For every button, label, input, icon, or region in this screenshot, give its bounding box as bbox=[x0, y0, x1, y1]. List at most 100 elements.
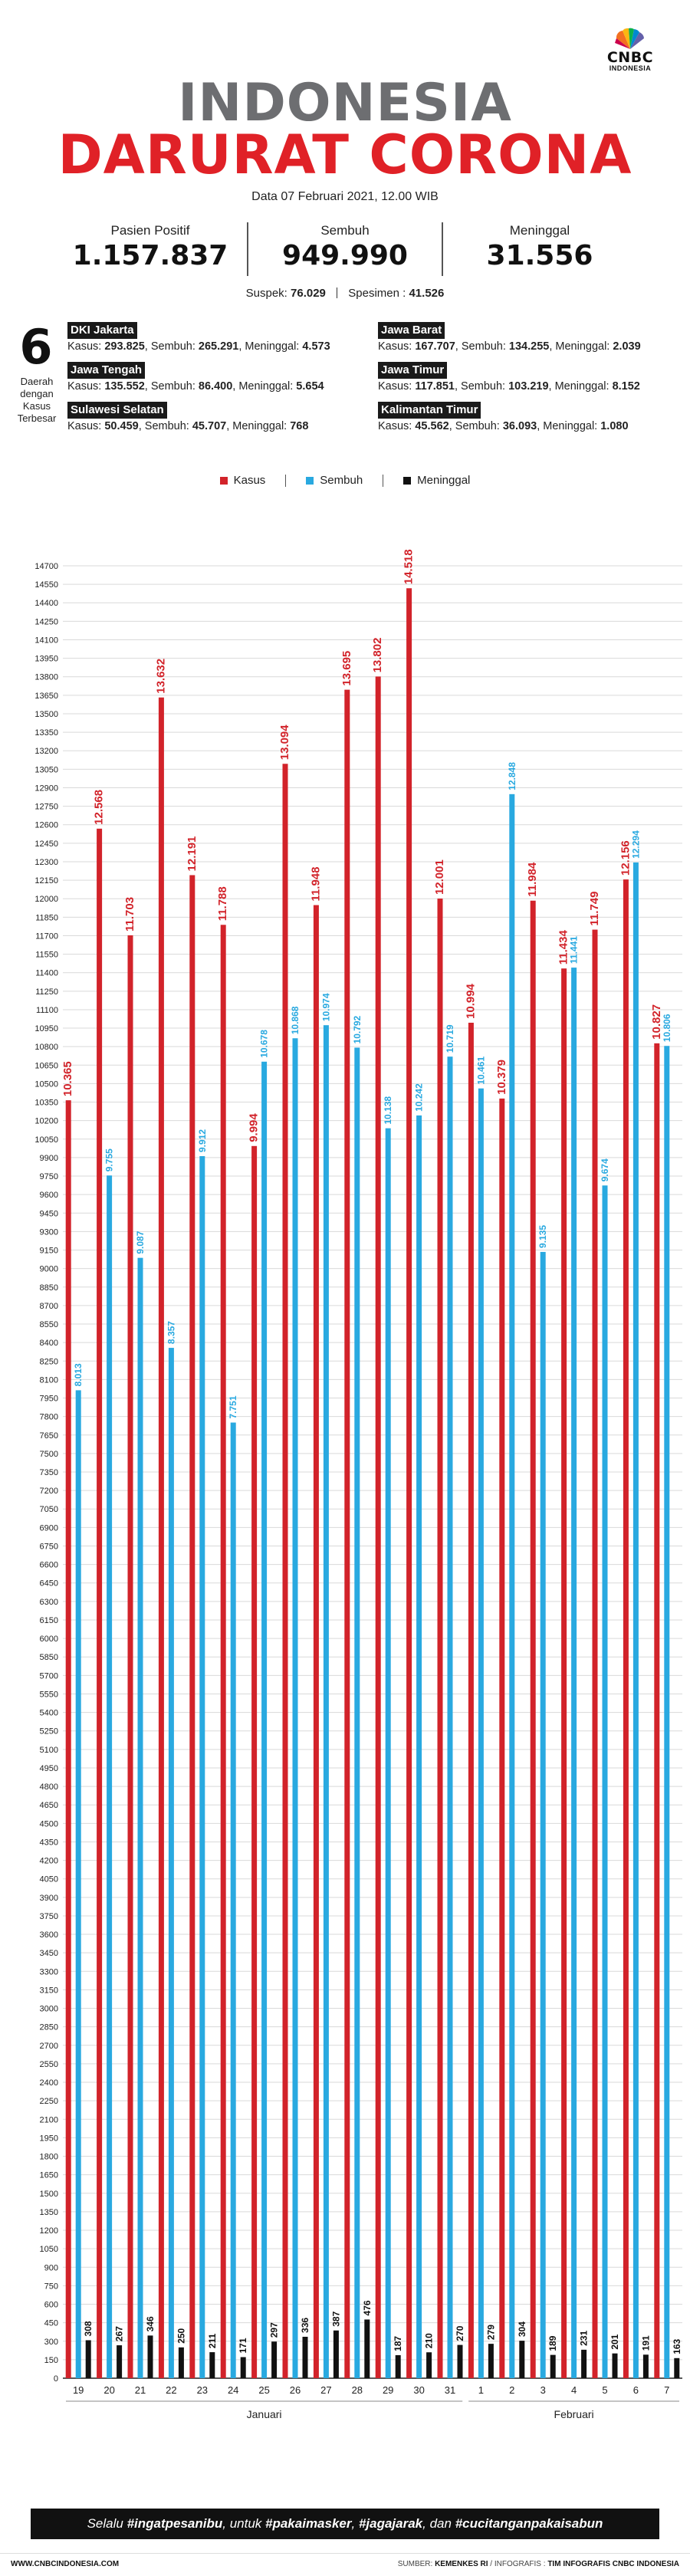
website-link[interactable]: WWW.CNBCINDONESIA.COM bbox=[11, 2560, 120, 2568]
data-label-sembuh: 8.357 bbox=[166, 1321, 176, 1344]
daily-cases-chart: 0 150 300 450 600 750 900 1050 1200 1350 1500 1650 1… bbox=[34, 549, 682, 2420]
data-label-meninggal: 187 bbox=[393, 2336, 403, 2351]
x-tick-label: 20 bbox=[104, 2384, 114, 2396]
y-tick-label: 13800 bbox=[34, 673, 58, 682]
y-tick-label: 7650 bbox=[40, 1431, 58, 1441]
bar-meninggal bbox=[85, 2340, 91, 2378]
data-label-meninggal: 267 bbox=[114, 2326, 125, 2341]
region-value: 36.093 bbox=[502, 420, 537, 432]
data-label-sembuh: 10.868 bbox=[290, 1006, 301, 1034]
bar-kasus bbox=[375, 676, 381, 2378]
legend-label: Sembuh bbox=[320, 474, 363, 487]
y-tick-label: 12900 bbox=[34, 784, 58, 793]
x-tick-label: 21 bbox=[135, 2384, 146, 2396]
region-label: , Sembuh: bbox=[454, 380, 509, 393]
data-label-kasus: 13.094 bbox=[278, 724, 291, 761]
y-tick-label: 450 bbox=[44, 2319, 58, 2328]
data-label-meninggal: 250 bbox=[176, 2328, 186, 2343]
region-item: DKI Jakarta Kasus: 293.825, Sembuh: 265.2… bbox=[67, 322, 374, 354]
data-label-meninggal: 210 bbox=[424, 2333, 435, 2348]
x-tick-label: 22 bbox=[166, 2384, 176, 2396]
data-label-meninggal: 304 bbox=[517, 2321, 527, 2337]
region-name: Kalimantan Timur bbox=[378, 402, 481, 419]
region-value: 5.654 bbox=[296, 380, 324, 393]
stats-row: Pasien Positif 1.157.837 Sembuh 949.990 … bbox=[54, 222, 636, 276]
y-tick-label: 2850 bbox=[40, 2023, 58, 2032]
bar-sembuh bbox=[385, 1128, 391, 2378]
caption-line: Daerah bbox=[20, 376, 54, 387]
y-tick-label: 10800 bbox=[34, 1043, 58, 1052]
bar-kasus bbox=[654, 1043, 660, 2378]
x-tick-label: 31 bbox=[445, 2384, 455, 2396]
legend-item-meninggal: Meninggal bbox=[403, 474, 470, 487]
legend-label: Meninggal bbox=[417, 474, 471, 487]
y-tick-label: 2100 bbox=[40, 2115, 58, 2124]
bar-sembuh bbox=[199, 1155, 205, 2378]
y-tick-label: 3150 bbox=[40, 1986, 58, 1995]
bar-sembuh bbox=[602, 1185, 608, 2378]
quote-text: , dan bbox=[422, 2516, 455, 2531]
bar-meninggal bbox=[581, 2349, 587, 2378]
region-name: DKI Jakarta bbox=[67, 322, 137, 339]
y-tick-label: 4500 bbox=[40, 1819, 58, 1829]
region-detail: Kasus: 293.825, Sembuh: 265.291, Meningg… bbox=[67, 339, 374, 354]
data-label-meninggal: 231 bbox=[579, 2331, 590, 2346]
y-tick-label: 8250 bbox=[40, 1357, 58, 1366]
y-tick-label: 5250 bbox=[40, 1727, 58, 1737]
x-tick-label: 3 bbox=[540, 2384, 546, 2396]
y-tick-label: 10500 bbox=[34, 1079, 58, 1089]
bar-meninggal bbox=[426, 2352, 432, 2378]
title-line-1: INDONESIA bbox=[178, 73, 512, 133]
y-tick-label: 11700 bbox=[35, 932, 58, 941]
region-label: Kasus: bbox=[67, 420, 105, 432]
region-label: , Meninggal: bbox=[232, 380, 297, 393]
y-tick-label: 11400 bbox=[35, 969, 58, 978]
y-tick-label: 7200 bbox=[40, 1487, 58, 1496]
stat-positif: Pasien Positif 1.157.837 bbox=[54, 222, 247, 276]
data-label-kasus: 12.156 bbox=[619, 840, 632, 876]
region-detail: Kasus: 45.562, Sembuh: 36.093, Meninggal… bbox=[378, 419, 685, 434]
data-label-kasus: 10.994 bbox=[464, 983, 477, 1019]
region-detail: Kasus: 167.707, Sembuh: 134.255, Meningg… bbox=[378, 339, 685, 354]
y-tick-label: 9000 bbox=[40, 1265, 58, 1274]
substats: Suspek: 76.029 Spesimen : 41.526 bbox=[0, 287, 690, 300]
bar-meninggal bbox=[147, 2335, 153, 2378]
bar-kasus bbox=[313, 905, 319, 2378]
data-label-meninggal: 346 bbox=[145, 2316, 156, 2331]
data-label-kasus: 13.632 bbox=[154, 659, 167, 694]
stat-value: 1.157.837 bbox=[72, 240, 228, 271]
x-tick-label: 24 bbox=[228, 2384, 238, 2396]
y-tick-label: 6000 bbox=[40, 1635, 58, 1644]
bar-sembuh bbox=[261, 1061, 268, 2378]
bar-meninggal bbox=[457, 2344, 463, 2378]
y-tick-label: 14250 bbox=[34, 617, 58, 626]
y-tick-label: 4200 bbox=[40, 1857, 58, 1866]
bar-kasus bbox=[530, 900, 536, 2378]
y-tick-label: 5100 bbox=[40, 1746, 58, 1755]
bar-kasus bbox=[468, 1022, 474, 2378]
data-label-meninggal: 476 bbox=[362, 2300, 373, 2315]
y-tick-label: 5700 bbox=[40, 1671, 58, 1681]
bar-sembuh bbox=[416, 1115, 422, 2378]
bar-meninggal bbox=[364, 2319, 370, 2378]
x-tick-label: 26 bbox=[290, 2384, 301, 2396]
y-tick-label: 13500 bbox=[34, 710, 58, 719]
y-tick-label: 7350 bbox=[40, 1468, 58, 1477]
stat-label: Meninggal bbox=[509, 223, 570, 238]
y-tick-label: 3300 bbox=[40, 1967, 58, 1976]
region-name: Jawa Timur bbox=[378, 362, 448, 379]
y-tick-label: 7950 bbox=[40, 1395, 58, 1404]
bar-sembuh bbox=[571, 968, 577, 2378]
y-tick-label: 3600 bbox=[40, 1930, 58, 1940]
bar-sembuh bbox=[664, 1046, 670, 2378]
bar-sembuh bbox=[107, 1175, 113, 2378]
region-value: 45.707 bbox=[192, 420, 227, 432]
region-count: 6 bbox=[19, 319, 53, 375]
caption-line: Kasus bbox=[22, 400, 51, 412]
region-value: 45.562 bbox=[415, 420, 449, 432]
region-value: 86.400 bbox=[198, 380, 233, 393]
region-detail: Kasus: 135.552, Sembuh: 86.400, Meningga… bbox=[67, 379, 374, 394]
bar-sembuh bbox=[447, 1056, 453, 2378]
y-tick-label: 9750 bbox=[40, 1172, 58, 1181]
y-tick-label: 11850 bbox=[35, 913, 58, 922]
